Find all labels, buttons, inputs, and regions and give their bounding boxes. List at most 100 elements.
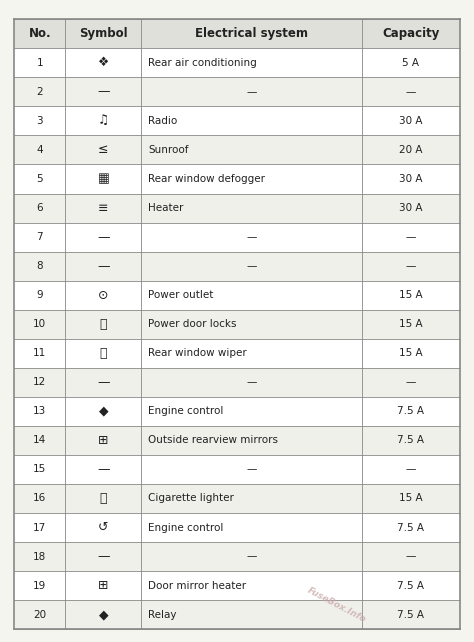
- FancyBboxPatch shape: [14, 164, 460, 193]
- FancyBboxPatch shape: [14, 48, 460, 77]
- FancyBboxPatch shape: [14, 484, 460, 513]
- Text: 15 A: 15 A: [399, 290, 423, 300]
- Text: 14: 14: [33, 435, 46, 446]
- Text: 7: 7: [36, 232, 43, 242]
- Text: 30 A: 30 A: [399, 203, 422, 213]
- Text: 30 A: 30 A: [399, 174, 422, 184]
- Text: —: —: [406, 377, 416, 387]
- Text: 15 A: 15 A: [399, 319, 423, 329]
- Text: 15: 15: [33, 464, 46, 474]
- Text: 15 A: 15 A: [399, 348, 423, 358]
- Text: No.: No.: [28, 27, 51, 40]
- Text: —: —: [406, 232, 416, 242]
- FancyBboxPatch shape: [14, 571, 460, 600]
- Text: FuseBox.Info: FuseBox.Info: [306, 586, 367, 624]
- Text: —: —: [97, 550, 109, 563]
- FancyBboxPatch shape: [14, 223, 460, 252]
- FancyBboxPatch shape: [14, 600, 460, 629]
- Text: 5: 5: [36, 174, 43, 184]
- FancyBboxPatch shape: [14, 542, 460, 571]
- Text: ≤: ≤: [98, 143, 109, 157]
- Text: —: —: [246, 87, 256, 97]
- Text: Cigarette lighter: Cigarette lighter: [148, 494, 234, 503]
- Text: ⍐: ⍐: [100, 347, 107, 360]
- FancyBboxPatch shape: [14, 513, 460, 542]
- Text: Outside rearview mirrors: Outside rearview mirrors: [148, 435, 278, 446]
- Text: ♫: ♫: [98, 114, 109, 127]
- Text: ⊞: ⊞: [98, 434, 109, 447]
- Text: —: —: [406, 261, 416, 271]
- Text: 2: 2: [36, 87, 43, 97]
- Text: 6: 6: [36, 203, 43, 213]
- Text: ▦: ▦: [98, 173, 109, 186]
- Text: —: —: [246, 261, 256, 271]
- FancyBboxPatch shape: [14, 135, 460, 164]
- Text: 7.5 A: 7.5 A: [397, 580, 424, 591]
- Text: Capacity: Capacity: [382, 27, 439, 40]
- Text: 17: 17: [33, 523, 46, 532]
- Text: ⌹: ⌹: [100, 318, 107, 331]
- Text: ⊞: ⊞: [98, 579, 109, 592]
- Text: Rear window defogger: Rear window defogger: [148, 174, 265, 184]
- Text: Electrical system: Electrical system: [195, 27, 308, 40]
- Text: Power outlet: Power outlet: [148, 290, 213, 300]
- FancyBboxPatch shape: [14, 281, 460, 309]
- Text: —: —: [406, 87, 416, 97]
- Text: 3: 3: [36, 116, 43, 126]
- Text: —: —: [97, 463, 109, 476]
- FancyBboxPatch shape: [14, 368, 460, 397]
- Text: 18: 18: [33, 551, 46, 562]
- Text: Symbol: Symbol: [79, 27, 128, 40]
- Text: 20: 20: [33, 610, 46, 620]
- FancyBboxPatch shape: [14, 193, 460, 223]
- Text: ◆: ◆: [99, 608, 108, 621]
- Text: 7.5 A: 7.5 A: [397, 435, 424, 446]
- FancyBboxPatch shape: [14, 19, 460, 48]
- Text: 8: 8: [36, 261, 43, 271]
- Text: 7.5 A: 7.5 A: [397, 610, 424, 620]
- Text: 1: 1: [36, 58, 43, 68]
- Text: ❖: ❖: [98, 56, 109, 69]
- Text: —: —: [97, 376, 109, 389]
- Text: Engine control: Engine control: [148, 523, 223, 532]
- Text: 11: 11: [33, 348, 46, 358]
- Text: 13: 13: [33, 406, 46, 417]
- Text: 30 A: 30 A: [399, 116, 422, 126]
- Text: ≡: ≡: [98, 202, 109, 214]
- Text: Radio: Radio: [148, 116, 177, 126]
- Text: Relay: Relay: [148, 610, 176, 620]
- Text: —: —: [406, 551, 416, 562]
- FancyBboxPatch shape: [14, 339, 460, 368]
- Text: Sunroof: Sunroof: [148, 145, 188, 155]
- Text: 4: 4: [36, 145, 43, 155]
- Text: —: —: [97, 85, 109, 98]
- Text: Power door locks: Power door locks: [148, 319, 237, 329]
- Text: ⸗: ⸗: [100, 492, 107, 505]
- Text: 16: 16: [33, 494, 46, 503]
- Text: 7.5 A: 7.5 A: [397, 523, 424, 532]
- Text: —: —: [246, 232, 256, 242]
- Text: ↺: ↺: [98, 521, 109, 534]
- Text: 20 A: 20 A: [399, 145, 422, 155]
- Text: Rear air conditioning: Rear air conditioning: [148, 58, 256, 68]
- Text: —: —: [246, 377, 256, 387]
- Text: Heater: Heater: [148, 203, 183, 213]
- Text: 12: 12: [33, 377, 46, 387]
- Text: 9: 9: [36, 290, 43, 300]
- Text: —: —: [97, 259, 109, 273]
- Text: —: —: [246, 464, 256, 474]
- Text: ⊙: ⊙: [98, 289, 109, 302]
- FancyBboxPatch shape: [14, 426, 460, 455]
- Text: 5 A: 5 A: [402, 58, 419, 68]
- Text: 10: 10: [33, 319, 46, 329]
- Text: 7.5 A: 7.5 A: [397, 406, 424, 417]
- FancyBboxPatch shape: [14, 397, 460, 426]
- Text: Engine control: Engine control: [148, 406, 223, 417]
- Text: Door mirror heater: Door mirror heater: [148, 580, 246, 591]
- FancyBboxPatch shape: [14, 455, 460, 484]
- Text: —: —: [246, 551, 256, 562]
- FancyBboxPatch shape: [14, 107, 460, 135]
- Text: 19: 19: [33, 580, 46, 591]
- Text: —: —: [406, 464, 416, 474]
- FancyBboxPatch shape: [14, 309, 460, 339]
